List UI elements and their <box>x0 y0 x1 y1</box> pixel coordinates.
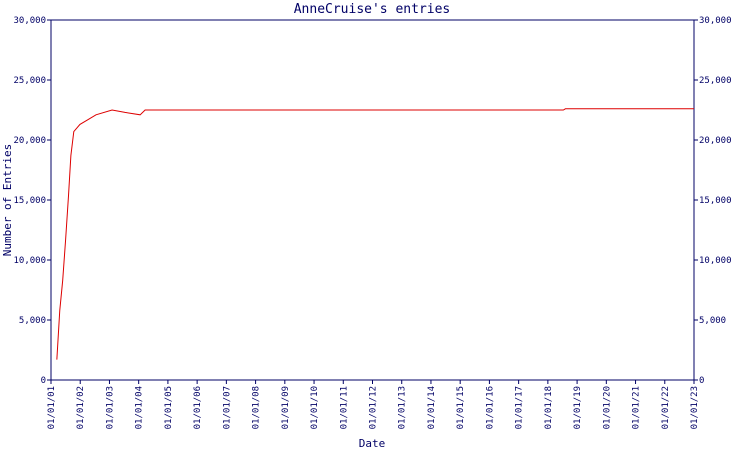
x-tick-label: 01/01/03 <box>105 386 115 429</box>
y-axis-title: Number of Entries <box>1 144 14 257</box>
x-tick-label: 01/01/15 <box>456 386 466 429</box>
y-tick-label: 20,000 <box>13 136 46 146</box>
x-tick-label: 01/01/02 <box>76 386 86 429</box>
x-tick-label: 01/01/06 <box>193 386 203 429</box>
x-tick-label: 01/01/04 <box>135 386 145 429</box>
x-tick-label: 01/01/07 <box>222 386 232 429</box>
y-tick-label: 5,000 <box>19 316 46 326</box>
x-tick-label: 01/01/19 <box>573 386 583 429</box>
x-tick-label: 01/01/09 <box>281 386 291 429</box>
y-tick-label: 0 <box>41 376 46 386</box>
x-tick-label: 01/01/13 <box>398 386 408 429</box>
x-tick-label: 01/01/11 <box>339 386 349 429</box>
y-tick-label: 30,000 <box>13 16 46 26</box>
y2-tick-label: 5,000 <box>699 316 726 326</box>
y2-tick-label: 25,000 <box>699 76 732 86</box>
x-tick-label: 01/01/16 <box>485 386 495 429</box>
x-tick-label: 01/01/21 <box>632 386 642 429</box>
x-tick-label: 01/01/17 <box>515 386 525 429</box>
x-tick-label: 01/01/20 <box>602 386 612 429</box>
x-tick-label: 01/01/10 <box>310 386 320 429</box>
y2-tick-label: 15,000 <box>699 196 732 206</box>
y-tick-label: 25,000 <box>13 76 46 86</box>
y2-tick-label: 30,000 <box>699 16 732 26</box>
x-tick-label: 01/01/12 <box>369 386 379 429</box>
x-tick-label: 01/01/08 <box>252 386 262 429</box>
y-tick-label: 10,000 <box>13 256 46 266</box>
y2-tick-label: 20,000 <box>699 136 732 146</box>
x-tick-label: 01/01/05 <box>164 386 174 429</box>
x-axis-title: Date <box>359 437 386 450</box>
x-tick-label: 01/01/18 <box>544 386 554 429</box>
x-tick-label: 01/01/14 <box>427 386 437 429</box>
chart-title: AnneCruise's entries <box>294 2 451 17</box>
x-tick-label: 01/01/22 <box>661 386 671 429</box>
x-tick-label: 01/01/01 <box>47 386 57 429</box>
y2-tick-label: 10,000 <box>699 256 732 266</box>
x-tick-label: 01/01/23 <box>690 386 700 429</box>
data-line <box>56 108 694 360</box>
y2-tick-label: 0 <box>699 376 704 386</box>
plot-frame <box>50 19 695 381</box>
y-tick-label: 15,000 <box>13 196 46 206</box>
